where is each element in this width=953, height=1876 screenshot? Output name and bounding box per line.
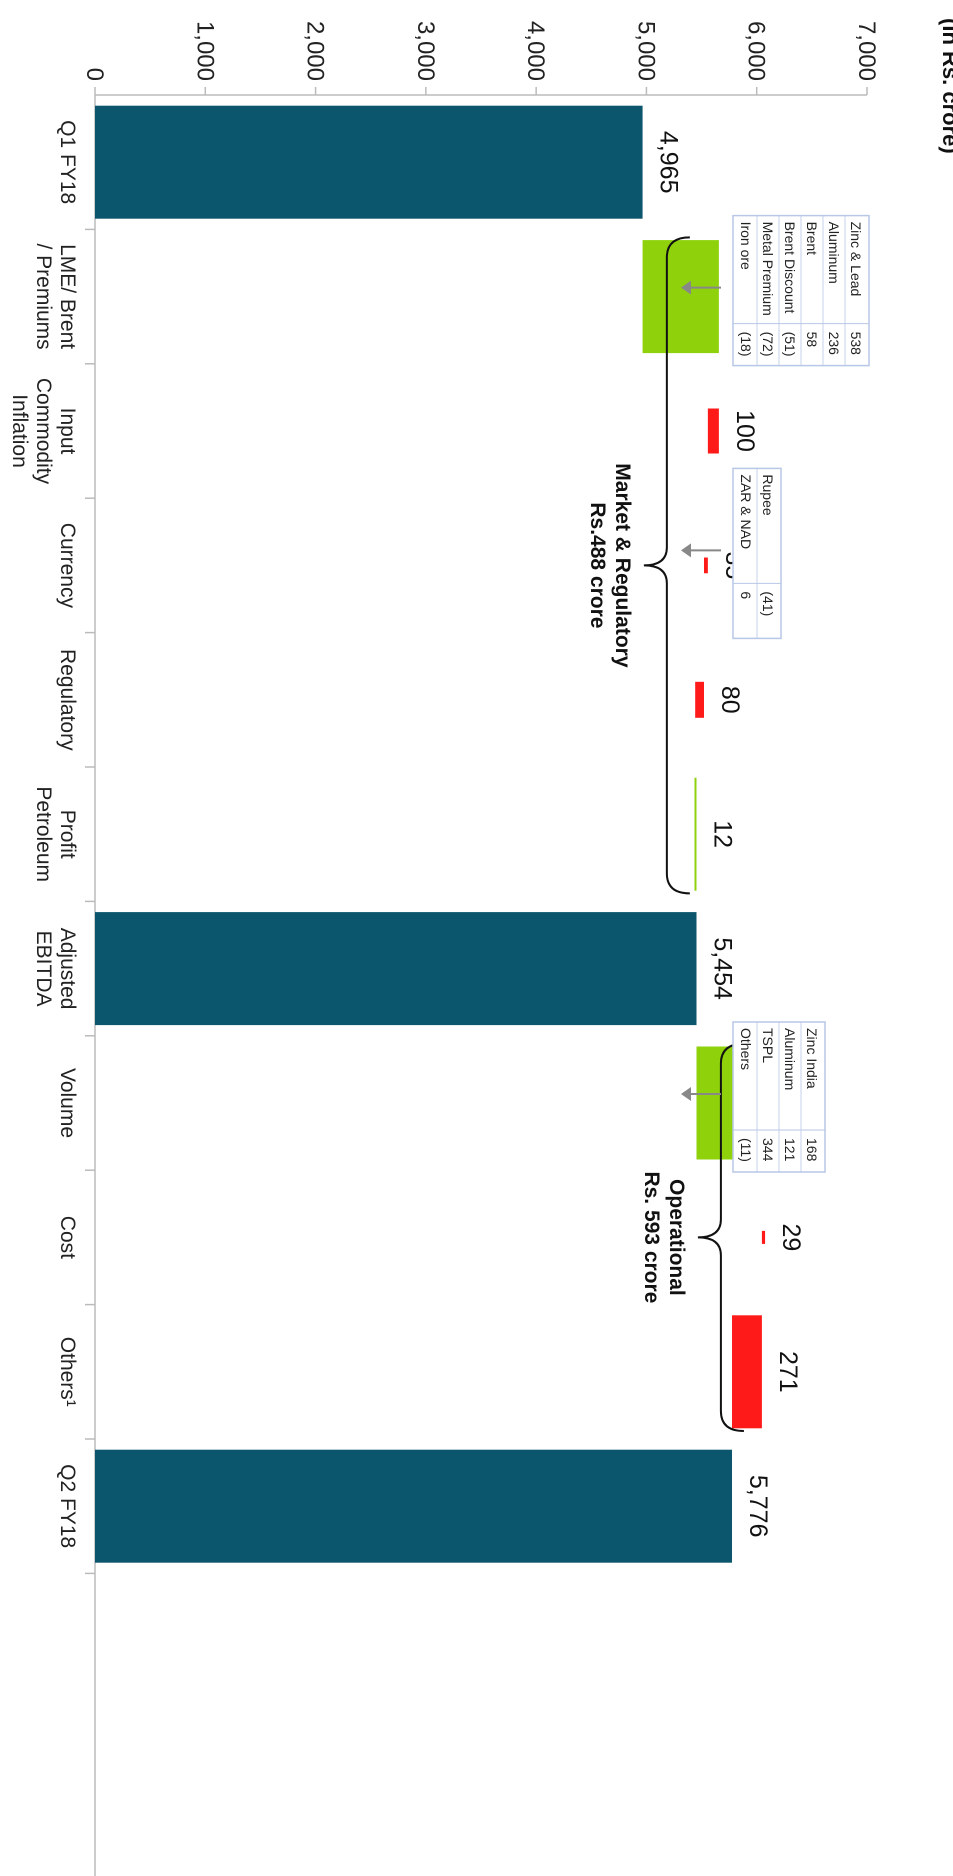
- bar-increase: [694, 777, 697, 891]
- category-label: Q2 FY18: [56, 1464, 79, 1548]
- detail-row-value: (18): [738, 332, 754, 357]
- data-label: 271: [774, 1351, 802, 1393]
- bar-decrease: [703, 557, 708, 574]
- data-label: 100: [731, 410, 759, 452]
- bar-total: [94, 1449, 733, 1563]
- category-label: AdjustedEBITDA: [32, 928, 79, 1010]
- detail-row-value: 58: [804, 332, 820, 348]
- detail-row-name: Aluminum: [782, 1028, 798, 1090]
- category-label: LME/ Brent/ Premiums: [32, 244, 79, 350]
- detail-row-name: TSPL: [760, 1028, 776, 1063]
- value-tick-label: 2,000: [302, 21, 329, 81]
- category-label: InputCommodityInflation: [8, 378, 79, 485]
- detail-row-name: Aluminum: [826, 222, 842, 284]
- data-label: 12: [708, 820, 736, 848]
- data-label: 4,965: [655, 131, 683, 194]
- pointer-arrowhead: [681, 280, 691, 295]
- value-tick-label: 4,000: [522, 21, 549, 81]
- category-label: Q1 FY18: [56, 120, 79, 204]
- detail-row-value: 121: [782, 1138, 798, 1162]
- detail-row-name: Metal Premium: [760, 222, 776, 316]
- value-tick-label: 6,000: [743, 21, 770, 81]
- bar-decrease: [761, 1230, 766, 1244]
- data-label: 5,454: [708, 937, 736, 1000]
- detail-row-value: 6: [738, 591, 754, 599]
- value-tick-label: 1,000: [191, 21, 218, 81]
- data-label: 80: [716, 686, 744, 714]
- category-label: Volume: [56, 1068, 79, 1138]
- detail-row-name: Brent: [804, 222, 820, 256]
- data-label: 5,776: [744, 1475, 772, 1538]
- detail-row-name: Iron ore: [738, 222, 754, 270]
- detail-row-value: (72): [760, 332, 776, 357]
- group-brace: [643, 236, 690, 895]
- data-label: 29: [777, 1223, 805, 1251]
- detail-row-value: 168: [804, 1138, 820, 1162]
- detail-row-name: Brent Discount: [782, 222, 798, 314]
- value-tick-label: 7,000: [853, 21, 880, 81]
- detail-row-name: ZAR & NAD: [738, 474, 754, 549]
- category-label: Currency: [56, 523, 79, 609]
- bar-increase: [642, 240, 719, 354]
- detail-row-name: Rupee: [760, 474, 776, 515]
- value-tick-label: 5,000: [632, 21, 659, 81]
- category-label: Others¹: [56, 1337, 79, 1407]
- category-label: Regulatory: [56, 649, 79, 751]
- pointer-arrowhead: [681, 1087, 691, 1101]
- detail-row-value: (51): [782, 332, 798, 357]
- bar-total: [95, 105, 643, 219]
- group-label: Market & RegulatoryRs.488 crore: [586, 463, 634, 668]
- bar-decrease: [707, 408, 719, 454]
- detail-row-value: (41): [760, 591, 776, 616]
- detail-row-name: Zinc & Lead: [848, 222, 864, 297]
- category-label: Cost: [56, 1216, 79, 1259]
- value-tick-label: 0: [81, 68, 108, 81]
- category-label: ProfitPetroleum: [32, 786, 79, 882]
- detail-row-value: 236: [826, 332, 842, 356]
- detail-row-value: 538: [848, 332, 864, 356]
- detail-row-value: (11): [738, 1138, 754, 1162]
- group-label: OperationalRs. 593 crore: [640, 1171, 688, 1303]
- value-tick-label: 3,000: [412, 21, 439, 81]
- detail-row-name: Zinc India: [804, 1028, 820, 1089]
- group-brace: [697, 1042, 744, 1432]
- pointer-arrowhead: [681, 543, 691, 558]
- chart-title: (In Rs. crore): [938, 18, 953, 154]
- bar-decrease: [732, 1315, 762, 1429]
- detail-row-value: 344: [760, 1138, 776, 1162]
- bar-total: [95, 912, 697, 1026]
- detail-row-name: Others: [738, 1028, 754, 1070]
- bar-decrease: [695, 681, 704, 718]
